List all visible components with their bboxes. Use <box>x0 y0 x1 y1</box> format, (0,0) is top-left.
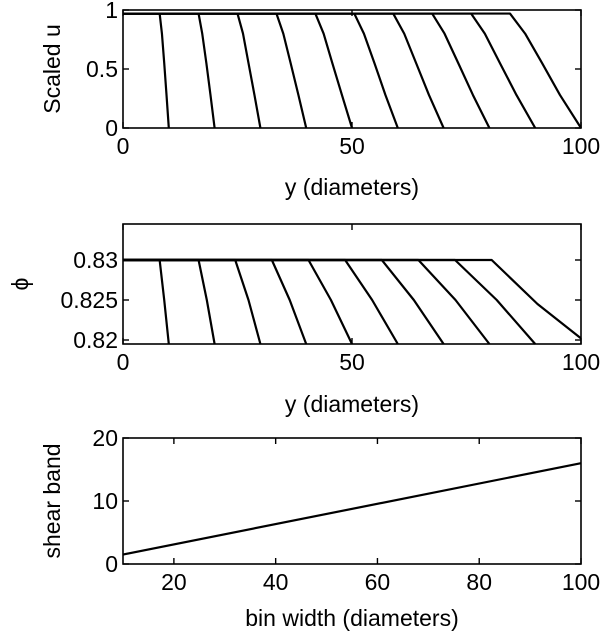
series-line-2-7 <box>123 258 445 345</box>
y-tick-label: 0 <box>105 551 118 577</box>
series-line-2-3 <box>123 258 262 345</box>
x-tick-label: 80 <box>466 569 492 595</box>
plot-frame <box>122 437 582 565</box>
chart-panel-1: 0 50 100 0 0.5 1 y (diameters) Scaled u <box>39 0 600 200</box>
chart-panel-2: 0 50 100 0.82 0.825 0.83 y (diameters) ϕ <box>7 223 600 417</box>
series-line-3-1 <box>122 462 582 556</box>
x-axis-label: bin width (diameters) <box>245 605 458 631</box>
series-line-2-1 <box>123 258 170 345</box>
x-tick-label: 0 <box>117 349 130 375</box>
series-line-1-10 <box>123 12 582 129</box>
y-tick-label: 0 <box>105 115 118 141</box>
y-tick-label: 0.5 <box>86 56 118 82</box>
x-tick-label: 50 <box>339 349 365 375</box>
y-tick-label: 10 <box>92 488 118 514</box>
y-axis-label: Scaled u <box>39 24 65 114</box>
x-tick-label: 40 <box>263 569 289 595</box>
x-axis-label: y (diameters) <box>285 174 419 200</box>
series-line-2-4 <box>123 258 308 345</box>
series-line-2-5 <box>123 258 353 345</box>
y-tick-label: 0.825 <box>60 287 118 313</box>
y-tick-label: 0.82 <box>73 327 118 353</box>
series-line-2-2 <box>123 258 216 345</box>
x-tick-label: 100 <box>562 133 600 159</box>
x-tick-label: 100 <box>562 349 600 375</box>
y-tick-label: 0.83 <box>73 247 118 273</box>
plot-frame <box>122 9 582 129</box>
series-line-1-8 <box>123 12 491 129</box>
series-line-2-9 <box>123 258 537 345</box>
x-tick-label: 100 <box>562 569 600 595</box>
y-axis-label: shear band <box>39 443 65 558</box>
y-tick-label: 1 <box>105 0 118 23</box>
chart-panel-3: 20 40 60 80 100 0 10 20 bin width (diameters) she… <box>39 425 600 631</box>
series-line-1-4 <box>123 12 308 129</box>
y-axis-label: ϕ <box>7 278 33 291</box>
series-line-1-2 <box>123 12 216 129</box>
series-line-1-3 <box>123 12 262 129</box>
y-tick-label: 20 <box>92 425 118 451</box>
x-tick-label: 20 <box>161 569 187 595</box>
x-tick-label: 0 <box>117 133 130 159</box>
plot-frame <box>122 223 582 345</box>
series-line-2-10 <box>123 258 582 340</box>
series-line-1-1 <box>123 12 170 129</box>
x-axis-label: y (diameters) <box>285 391 419 417</box>
x-tick-label: 50 <box>339 133 365 159</box>
series-line-1-5 <box>123 12 354 129</box>
x-tick-label: 60 <box>365 569 391 595</box>
series-line-1-9 <box>123 12 537 129</box>
